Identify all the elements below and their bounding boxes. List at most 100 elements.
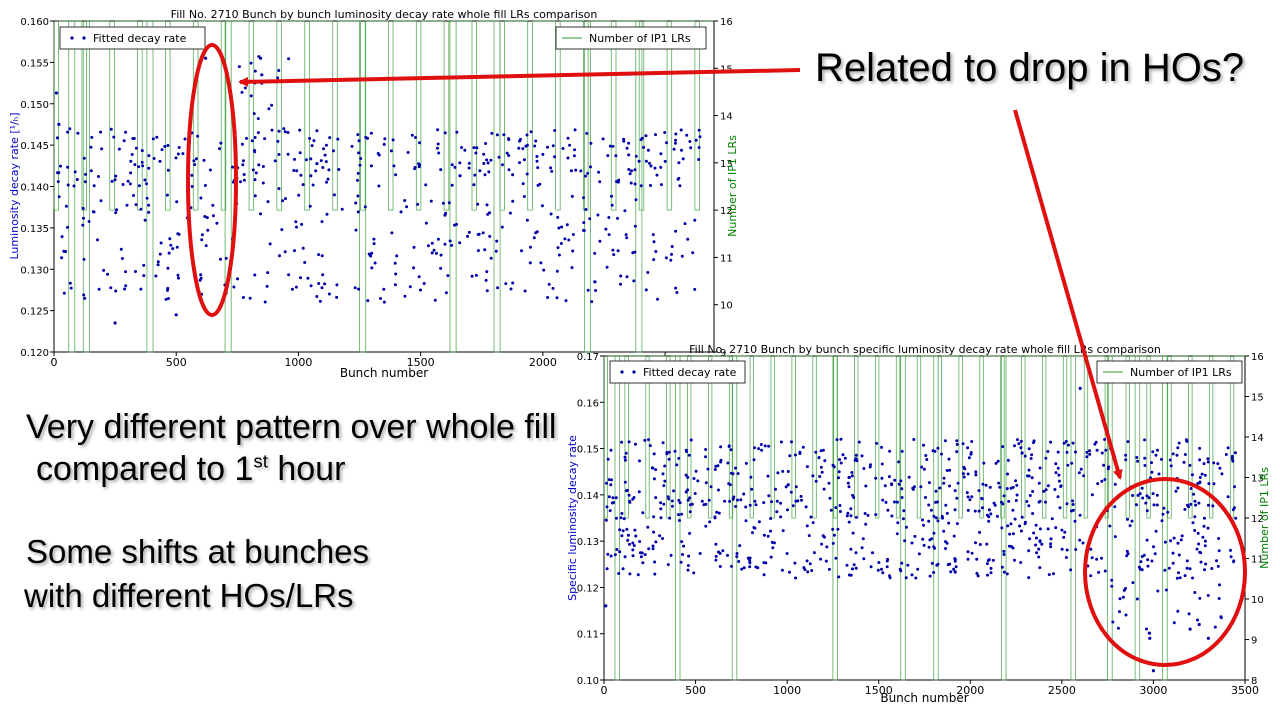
x-tick-label: 1000 — [773, 684, 801, 697]
data-point — [476, 233, 480, 236]
data-point — [905, 525, 908, 529]
lr-step-line — [53, 20, 714, 353]
data-point — [444, 211, 448, 215]
data-point — [1121, 595, 1125, 599]
data-point — [1145, 627, 1148, 631]
data-point — [854, 551, 858, 555]
data-point — [89, 169, 93, 173]
data-point — [767, 444, 771, 448]
data-point — [534, 139, 538, 143]
data-point — [589, 141, 593, 145]
data-point — [1062, 441, 1066, 445]
data-point — [525, 133, 529, 137]
data-point — [740, 567, 744, 571]
data-point — [81, 223, 85, 227]
data-point — [1037, 547, 1041, 551]
data-point — [277, 69, 281, 72]
data-point — [1049, 542, 1053, 546]
data-point — [742, 492, 746, 496]
data-point — [1231, 508, 1235, 512]
data-point — [1159, 457, 1163, 461]
data-point — [1069, 568, 1073, 572]
data-point — [323, 282, 327, 286]
data-point — [141, 164, 145, 168]
data-point — [677, 513, 680, 517]
data-point — [62, 291, 66, 295]
data-point — [1009, 522, 1013, 526]
data-point — [1190, 473, 1194, 477]
data-point — [988, 485, 992, 489]
data-point — [626, 538, 630, 542]
data-point — [932, 571, 936, 574]
data-point — [895, 500, 899, 504]
data-point — [1226, 446, 1230, 450]
data-point — [1088, 449, 1091, 453]
data-point — [723, 499, 727, 503]
data-point — [1044, 488, 1048, 492]
data-point — [624, 451, 628, 455]
data-point — [268, 242, 272, 246]
data-point — [542, 268, 546, 272]
data-point — [1097, 570, 1101, 574]
data-point — [1171, 561, 1175, 565]
data-point — [664, 256, 668, 260]
data-point — [1047, 573, 1051, 577]
data-point — [663, 131, 667, 134]
data-point — [820, 470, 824, 474]
data-point — [673, 141, 677, 145]
data-point — [736, 472, 740, 476]
data-point — [766, 534, 770, 538]
data-point — [1176, 486, 1180, 490]
data-point — [961, 442, 965, 446]
data-point — [821, 448, 825, 452]
data-point — [688, 140, 692, 143]
data-point — [1095, 448, 1099, 452]
data-point — [436, 142, 440, 146]
data-point — [880, 462, 884, 466]
data-point — [408, 285, 412, 289]
data-point — [762, 501, 766, 505]
data-point — [511, 281, 515, 285]
data-point — [719, 458, 723, 462]
data-point — [556, 215, 560, 219]
data-point — [485, 203, 489, 207]
data-point — [579, 169, 583, 173]
data-point — [286, 131, 290, 134]
data-point — [406, 151, 410, 154]
data-point — [125, 203, 129, 207]
data-point — [819, 449, 823, 453]
data-point — [1054, 462, 1058, 466]
data-point — [489, 256, 493, 260]
data-point — [686, 488, 690, 492]
x-tick-label: 3500 — [1231, 684, 1259, 697]
data-point — [1143, 456, 1147, 460]
data-point — [709, 485, 713, 489]
data-point — [613, 553, 617, 557]
data-point — [1175, 453, 1179, 457]
data-point — [864, 484, 868, 488]
data-point — [299, 173, 303, 177]
data-point — [536, 166, 540, 170]
data-point — [1085, 450, 1089, 454]
data-point — [604, 227, 608, 231]
data-point — [772, 541, 776, 545]
data-point — [68, 127, 72, 131]
data-point — [517, 146, 521, 150]
data-point — [704, 524, 708, 528]
data-point — [106, 272, 110, 276]
data-point — [1056, 450, 1060, 454]
data-point — [673, 449, 677, 453]
data-point — [819, 557, 823, 561]
data-point — [644, 159, 648, 163]
data-point — [1079, 467, 1083, 471]
data-point — [880, 567, 883, 571]
data-point — [332, 193, 336, 197]
data-point — [728, 499, 732, 503]
data-point — [1054, 471, 1058, 475]
data-point — [836, 527, 840, 531]
data-point — [319, 159, 323, 163]
data-point — [1029, 457, 1033, 460]
data-point — [325, 180, 328, 184]
data-point — [1206, 594, 1210, 597]
data-point — [977, 489, 981, 493]
